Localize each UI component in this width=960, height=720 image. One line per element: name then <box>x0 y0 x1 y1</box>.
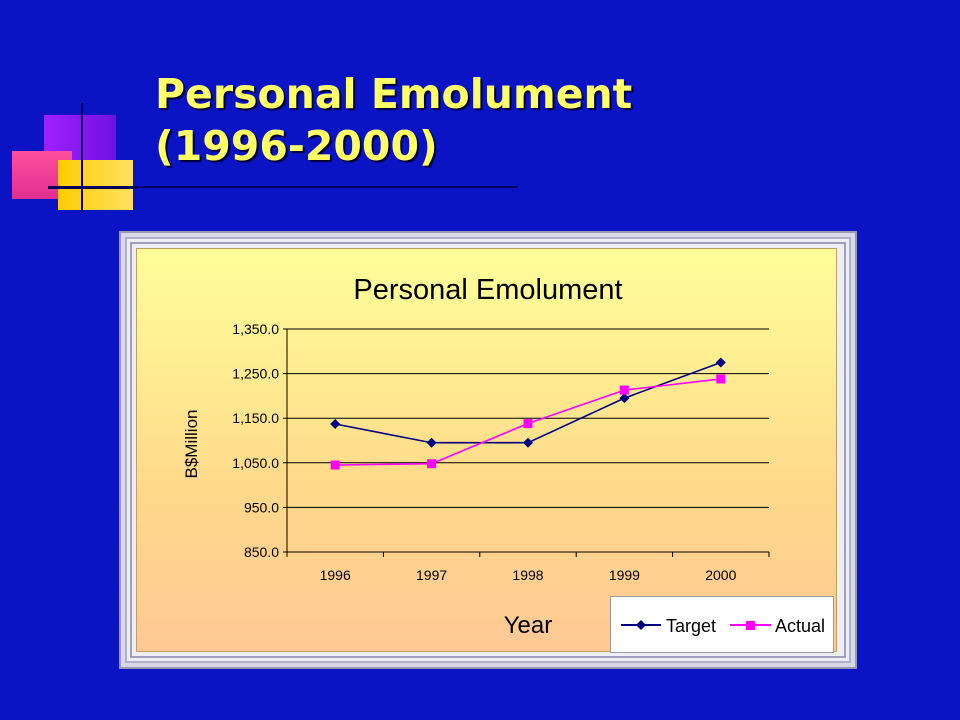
diamond-marker-icon <box>636 620 646 630</box>
chart-area <box>136 248 837 652</box>
title-underline <box>48 186 518 188</box>
data-point-target <box>619 393 630 404</box>
data-point-actual <box>330 460 340 470</box>
y-axis-label: B$Million <box>182 410 201 479</box>
x-tick-label: 1999 <box>609 567 640 583</box>
y-tick-label: 1,250.0 <box>232 366 279 382</box>
chart-legend: Target Actual <box>610 596 834 653</box>
square-marker-icon <box>746 621 755 630</box>
y-tick-label: 1,050.0 <box>232 455 279 471</box>
y-tick-label: 850.0 <box>244 544 279 560</box>
x-tick-label: 2000 <box>705 567 736 583</box>
legend-label-target: Target <box>666 616 716 636</box>
y-tick-label: 1,150.0 <box>232 410 279 426</box>
x-axis-label: Year <box>504 612 553 639</box>
chart-title: Personal Emolument <box>353 274 622 306</box>
slide-title-line2: (1996-2000) <box>155 122 438 170</box>
x-tick-label: 1997 <box>416 567 447 583</box>
slide-title: Personal Emolument (1996-2000) <box>155 68 632 172</box>
legend-item-target: Target <box>621 616 716 636</box>
legend-item-actual: Actual <box>730 616 825 636</box>
data-point-actual <box>716 374 726 384</box>
series-line-target <box>335 361 722 444</box>
data-point-target <box>330 418 341 429</box>
data-point-target <box>715 357 726 368</box>
data-point-actual <box>619 385 629 395</box>
y-tick-label: 950.0 <box>244 499 279 515</box>
slide-title-line1: Personal Emolument <box>155 70 633 118</box>
x-tick-label: 1998 <box>512 567 543 583</box>
data-point-actual <box>523 419 533 429</box>
y-tick-label: 1,350.0 <box>232 321 279 337</box>
legend-label-actual: Actual <box>775 616 825 636</box>
data-point-target <box>523 437 533 448</box>
data-point-target <box>426 437 437 448</box>
x-tick-label: 1996 <box>320 567 351 583</box>
decorative-logo <box>12 103 137 213</box>
data-point-actual <box>427 459 437 469</box>
